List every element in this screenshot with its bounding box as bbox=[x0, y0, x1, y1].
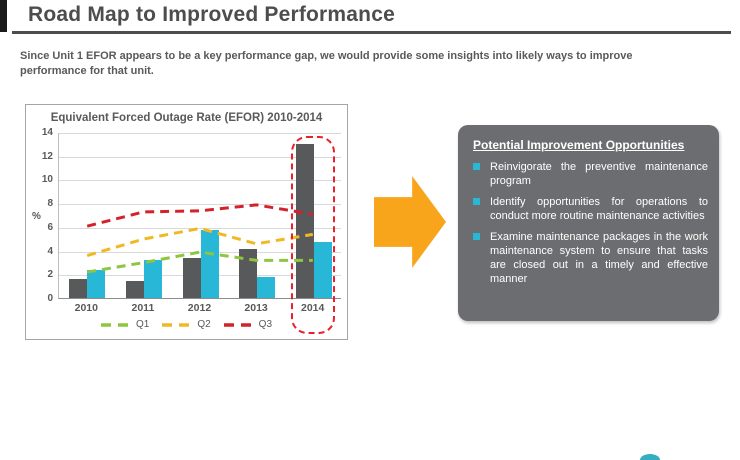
bullet-item: Examine maintenance packages in the work… bbox=[473, 230, 708, 286]
x-tick-label: 2011 bbox=[131, 302, 155, 314]
y-axis-label: % bbox=[32, 211, 41, 222]
y-tick-label: 6 bbox=[47, 221, 53, 233]
page-title: Road Map to Improved Performance bbox=[28, 3, 395, 26]
bullet-square-icon bbox=[473, 232, 480, 240]
x-tick-label: 2010 bbox=[74, 302, 98, 314]
bar bbox=[143, 260, 162, 298]
bullet-text: Examine maintenance packages in the work… bbox=[490, 231, 708, 285]
legend-label: Q1 bbox=[135, 319, 150, 330]
legend-dash-icon bbox=[223, 322, 254, 327]
corner-accent-bar bbox=[0, 0, 7, 32]
logo-mark-icon bbox=[640, 454, 660, 460]
gridline bbox=[59, 251, 341, 253]
gridline bbox=[59, 156, 341, 158]
bullet-item: Reinvigorate the preventive maintenance … bbox=[473, 160, 708, 188]
y-tick-label: 0 bbox=[47, 293, 53, 304]
bullet-text: Identify opportunities for operations to… bbox=[490, 196, 708, 222]
panel-title: Potential Improvement Opportunities bbox=[473, 138, 685, 152]
legend-item-q3: Q3 bbox=[223, 319, 273, 330]
gridline bbox=[59, 133, 341, 134]
legend-item-q1: Q1 bbox=[100, 319, 150, 330]
bar bbox=[239, 249, 258, 298]
x-tick-label: 2013 bbox=[244, 302, 268, 314]
x-tick-label: 2012 bbox=[187, 302, 212, 314]
chart-title: Equivalent Forced Outage Rate (EFOR) 201… bbox=[50, 112, 323, 124]
x-tick-label: 2014 bbox=[300, 302, 325, 314]
y-tick-label: 10 bbox=[41, 174, 53, 186]
legend-label: Q3 bbox=[258, 319, 273, 330]
legend-label: Q2 bbox=[197, 319, 211, 330]
bar bbox=[200, 230, 219, 298]
y-axis-ticks: 0 2 4 6 8 10 12 14 bbox=[26, 105, 53, 339]
gridline bbox=[59, 180, 341, 182]
plot-area bbox=[58, 133, 341, 334]
y-tick-label: 12 bbox=[41, 150, 53, 162]
gridline bbox=[59, 204, 341, 206]
bullet-square-icon bbox=[473, 197, 480, 205]
y-tick-label: 14 bbox=[41, 127, 53, 138]
bullet-square-icon bbox=[473, 162, 480, 170]
bar bbox=[257, 276, 276, 298]
bar bbox=[182, 257, 201, 298]
trend-lines bbox=[86, 203, 314, 274]
x-axis-labels: 2010 2011 2012 2013 2014 bbox=[58, 302, 341, 314]
efor-chart: Equivalent Forced Outage Rate (EFOR) 201… bbox=[25, 104, 348, 340]
legend-dash-icon bbox=[162, 322, 193, 327]
y-tick-label: 8 bbox=[47, 198, 53, 210]
legend-item-q2: Q2 bbox=[162, 319, 211, 330]
subtitle-text: Since Unit 1 EFOR appears to be a key pe… bbox=[20, 50, 633, 77]
y-tick-label: 4 bbox=[47, 245, 53, 257]
bullet-item: Identify opportunities for operations to… bbox=[473, 195, 708, 223]
transition-arrow-icon bbox=[374, 176, 446, 268]
gridline bbox=[59, 227, 341, 229]
opportunities-panel: Potential Improvement Opportunities Rein… bbox=[458, 125, 719, 321]
bar bbox=[87, 269, 106, 298]
legend-dash-icon bbox=[100, 322, 131, 327]
highlight-2014-outline bbox=[290, 136, 335, 334]
bar bbox=[125, 281, 144, 298]
bar bbox=[69, 279, 88, 298]
title-underline bbox=[12, 31, 731, 34]
y-tick-label: 2 bbox=[47, 269, 53, 281]
chart-legend: Q1 Q2 Q3 bbox=[26, 319, 347, 330]
bullet-text: Reinvigorate the preventive maintenance … bbox=[490, 161, 708, 187]
bar bbox=[313, 242, 332, 298]
bullet-list: Reinvigorate the preventive maintenance … bbox=[473, 160, 708, 286]
